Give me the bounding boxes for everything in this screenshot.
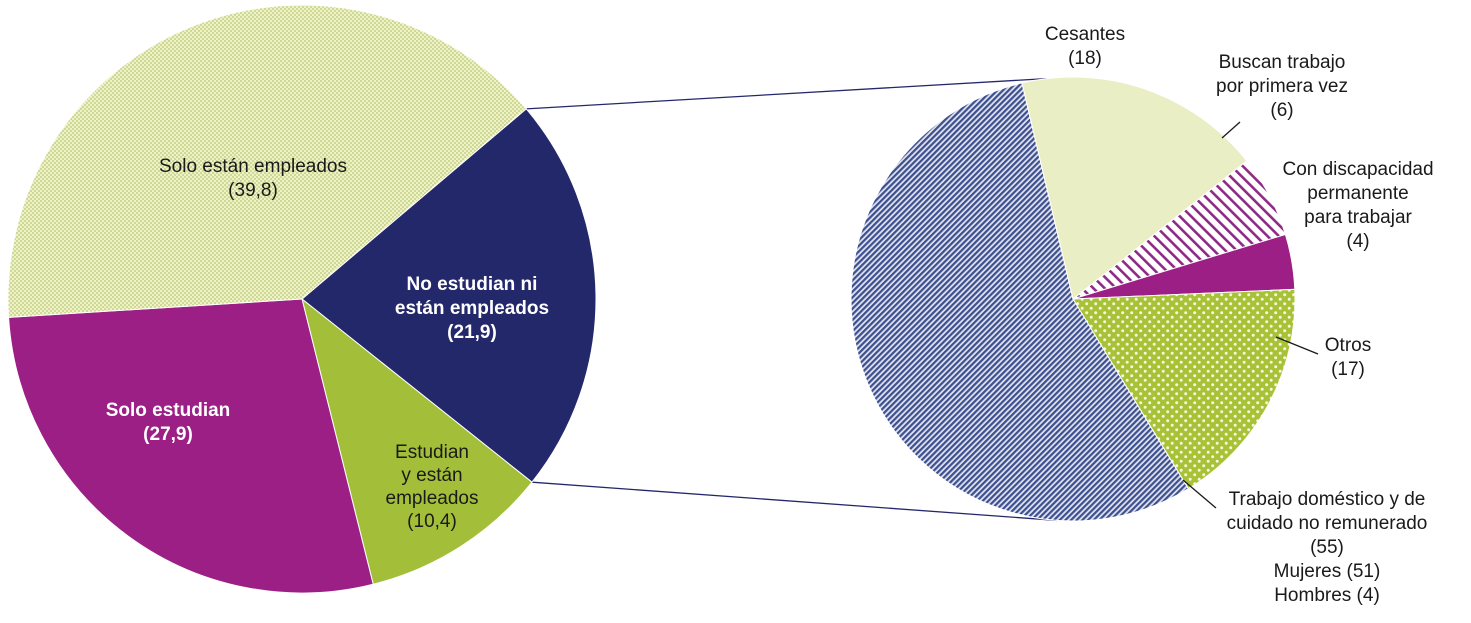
pie-slice-solo-estan-empleados (7, 4, 527, 318)
pie-slice-cesantes (1021, 76, 1248, 300)
label-otros: Otros (17) (1325, 335, 1371, 380)
label-buscan-trabajo-por-primera-vez: Buscan trabajo por primera vez (6) (1216, 52, 1348, 121)
label-cesantes: Cesantes (18) (1045, 24, 1125, 69)
leader-trabajo-domestico (1182, 479, 1217, 509)
pie-slice-estudian-y-estan-empleados (301, 297, 533, 585)
leader-buscan-trabajo (1221, 121, 1241, 139)
pie-slice-solo-estudian (8, 298, 374, 594)
pie-slice-no-estudian-ni-estan-empleados (301, 108, 597, 483)
label-estudian-y-estan-empleados: Estudian y están empleados (10,4) (386, 442, 479, 532)
label-no-estudian-ni-estan-empleados: No estudian ni están empleados (21,9) (395, 274, 549, 343)
label-solo-estudian: Solo estudian (27,9) (106, 400, 231, 445)
label-con-discapacidad-permanente-para-trabajar: Con discapacidad permanente para trabajar(… (1282, 159, 1433, 252)
label-solo-estan-empleados: Solo están empleados (39,8) (159, 156, 347, 201)
pie-slice-otros (1072, 288, 1296, 490)
pie-main-labels: No estudian ni están empleados (21,9) Estud… (106, 156, 549, 532)
connector-line-bottom (531, 481, 1058, 522)
pie-slice-trabajo-domestico-y-de-cuidado-no-remunerado (850, 82, 1190, 522)
connector-line-top (526, 78, 1046, 110)
pie-breakdown-labels: Buscan trabajo por primera vez (6) Con disc… (1045, 24, 1434, 606)
label-trabajo-domestico-y-de-cuidado-no-remunerado: Trabajo doméstico y de cuidado no remuner… (1227, 489, 1428, 606)
pie-breakdown (850, 76, 1296, 522)
pie-main (7, 4, 597, 594)
leader-otros (1275, 336, 1319, 355)
connector-lines (526, 78, 1058, 522)
